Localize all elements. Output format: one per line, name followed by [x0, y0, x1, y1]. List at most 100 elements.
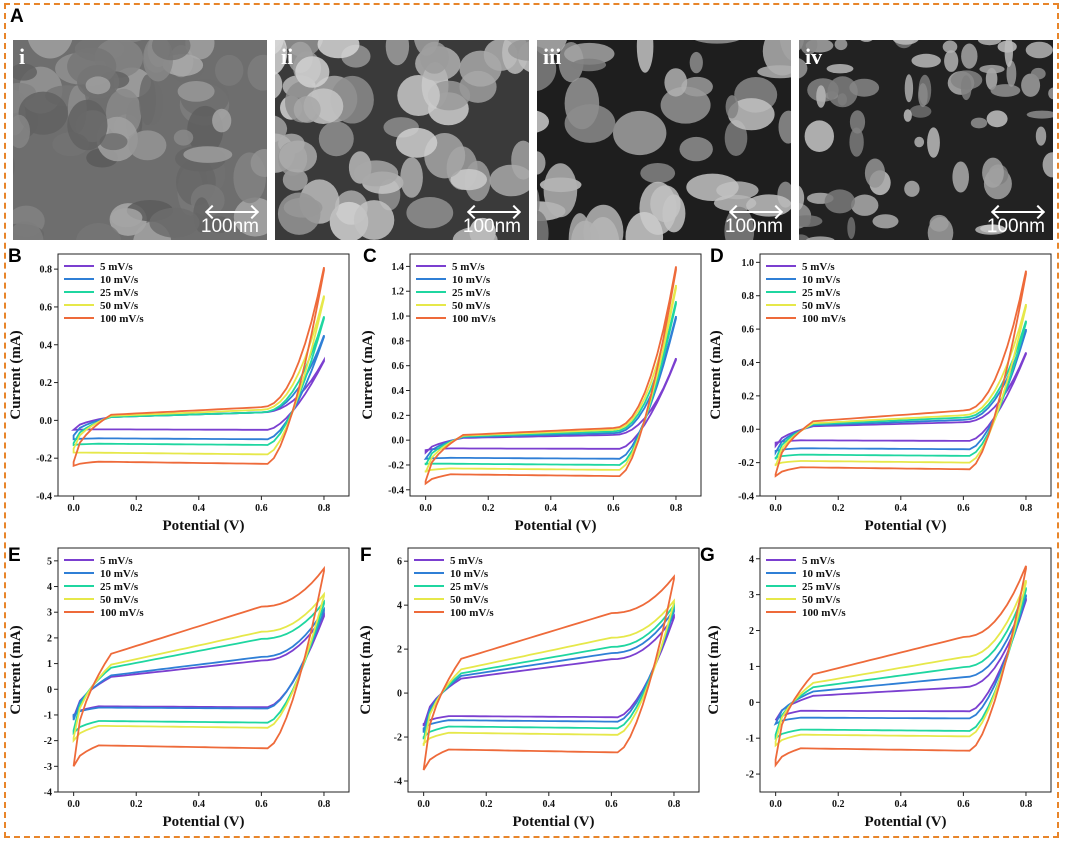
y-axis-label: Current (mA) — [8, 625, 24, 714]
x-tick-label: 0.2 — [832, 799, 845, 810]
legend-label: 50 mV/s — [802, 300, 841, 312]
y-tick-label: 4 — [749, 554, 754, 565]
panel-letter-e: E — [8, 545, 21, 566]
x-tick-label: 0.6 — [255, 503, 268, 514]
y-tick-label: 0.0 — [742, 425, 755, 436]
legend-label: 10 mV/s — [802, 568, 841, 580]
y-tick-label: 0.6 — [392, 361, 405, 372]
plot-frame — [407, 547, 700, 793]
y-tick-label: -1 — [44, 710, 52, 721]
legend-label: 100 mV/s — [100, 607, 144, 619]
cv-curve-5mvs — [774, 352, 1027, 449]
y-tick-label: -2 — [746, 770, 754, 781]
cv-chart-f: 0.0 0.2 0.4 0.6 0.8 -4 -2 0 2 4 6 Potential (V) Curr… — [358, 547, 700, 830]
sem-image-ii: ii 100nm — [275, 40, 529, 240]
x-tick-label: 0.6 — [605, 799, 618, 810]
legend-label: 10 mV/s — [100, 274, 139, 286]
x-tick-label: 0.6 — [957, 503, 970, 514]
legend-label: 50 mV/s — [802, 594, 841, 606]
x-tick-label: 0.2 — [130, 799, 143, 810]
cv-curve-25mvs — [422, 602, 675, 740]
y-axis-label: Current (mA) — [706, 625, 722, 714]
legend-label: 100 mV/s — [100, 313, 144, 325]
sem-image-iv: iv 100nm — [799, 40, 1053, 240]
y-tick-label: 0.8 — [392, 336, 405, 347]
legend-label: 5 mV/s — [452, 261, 485, 273]
cv-chart-g: 0.0 0.2 0.4 0.6 0.8 -2 -1 0 1 2 3 4 Potential (V) Cur… — [706, 547, 1052, 830]
cv-curve-50mvs — [774, 579, 1027, 748]
sem-label: ii — [281, 44, 294, 69]
x-tick-label: 0.4 — [193, 799, 206, 810]
figure-frame — [4, 3, 1059, 838]
x-tick-label: 0.2 — [130, 503, 143, 514]
y-tick-label: 0.4 — [392, 386, 405, 397]
legend-label: 25 mV/s — [802, 581, 841, 593]
cv-curve-100mvs — [72, 267, 325, 468]
x-tick-label: 0.0 — [769, 799, 782, 810]
scale-bar-icon — [993, 211, 1043, 213]
cv-curve-25mvs — [774, 587, 1027, 740]
y-tick-label: 0.8 — [742, 291, 755, 302]
cv-curve-10mvs — [72, 606, 325, 721]
y-tick-label: 1.2 — [392, 287, 405, 298]
sem-scale-text: 100nm — [462, 216, 521, 237]
legend-label: 25 mV/s — [452, 287, 491, 299]
x-axis-label: Potential (V) — [162, 814, 244, 830]
cv-curve-50mvs — [424, 284, 677, 473]
panel-letter-f: F — [360, 545, 372, 566]
y-tick-label: 0.6 — [742, 325, 755, 336]
sem-image-i: i 100nm — [13, 40, 267, 240]
sem-texture — [275, 40, 529, 240]
legend-label: 50 mV/s — [100, 594, 139, 606]
plot-frame — [57, 253, 350, 497]
y-tick-label: 0.6 — [40, 302, 53, 313]
cv-curve-25mvs — [424, 300, 677, 466]
scale-bar-icon — [731, 211, 781, 213]
y-tick-label: 4 — [47, 582, 52, 593]
panel-letter-a: A — [10, 6, 24, 27]
legend-label: 25 mV/s — [802, 287, 841, 299]
plot-frame — [759, 253, 1052, 497]
sem-label: i — [19, 44, 26, 69]
y-tick-label: 1 — [47, 659, 52, 670]
y-tick-label: 3 — [47, 608, 52, 619]
y-tick-label: 0.2 — [742, 391, 755, 402]
legend-label: 100 mV/s — [450, 607, 494, 619]
x-axis-label: Potential (V) — [162, 518, 244, 534]
cv-curve-25mvs — [774, 320, 1027, 460]
legend-label: 10 mV/s — [802, 274, 841, 286]
sem-image-iii: iii 100nm — [537, 40, 791, 240]
x-tick-label: 0.8 — [670, 503, 683, 514]
sem-texture — [13, 40, 267, 240]
y-tick-label: 1 — [749, 662, 754, 673]
cv-chart-d: 0.0 0.2 0.4 0.6 0.8 -0.4 -0.2 0.0 0.2 0.4 0.6 0.8 1.… — [708, 253, 1052, 534]
plot-frame — [759, 547, 1052, 793]
panel-letter-b: B — [8, 246, 22, 267]
cv-curve-100mvs — [774, 270, 1027, 478]
x-tick-label: 0.4 — [193, 503, 206, 514]
x-tick-label: 0.6 — [255, 799, 268, 810]
y-tick-label: 2 — [47, 633, 52, 644]
x-tick-label: 0.8 — [318, 799, 331, 810]
y-tick-label: 6 — [397, 557, 402, 568]
y-tick-label: -2 — [44, 736, 52, 747]
legend-label: 100 mV/s — [802, 607, 846, 619]
cv-curve-50mvs — [72, 295, 325, 456]
y-tick-label: -4 — [394, 777, 402, 788]
x-tick-label: 0.0 — [67, 799, 80, 810]
scale-bar-icon — [207, 211, 257, 213]
cv-curve-10mvs — [423, 315, 677, 460]
y-axis-label: Current (mA) — [360, 330, 376, 419]
sem-label: iii — [543, 44, 562, 69]
x-tick-label: 0.0 — [769, 503, 782, 514]
cv-curve-25mvs — [72, 316, 325, 447]
legend-label: 50 mV/s — [450, 594, 489, 606]
cv-chart-c: 0.0 0.2 0.4 0.6 0.8 -0.4 -0.2 0.0 0.2 0.4 0.6 0.8 1.… — [360, 253, 702, 534]
cv-curve-100mvs — [422, 574, 675, 771]
y-tick-label: 0.8 — [40, 265, 53, 276]
y-tick-label: -3 — [44, 762, 52, 773]
y-tick-label: 3 — [749, 590, 754, 601]
y-axis-label: Current (mA) — [8, 330, 24, 419]
panel-letter-g: G — [700, 545, 715, 566]
x-tick-label: 0.6 — [607, 503, 620, 514]
